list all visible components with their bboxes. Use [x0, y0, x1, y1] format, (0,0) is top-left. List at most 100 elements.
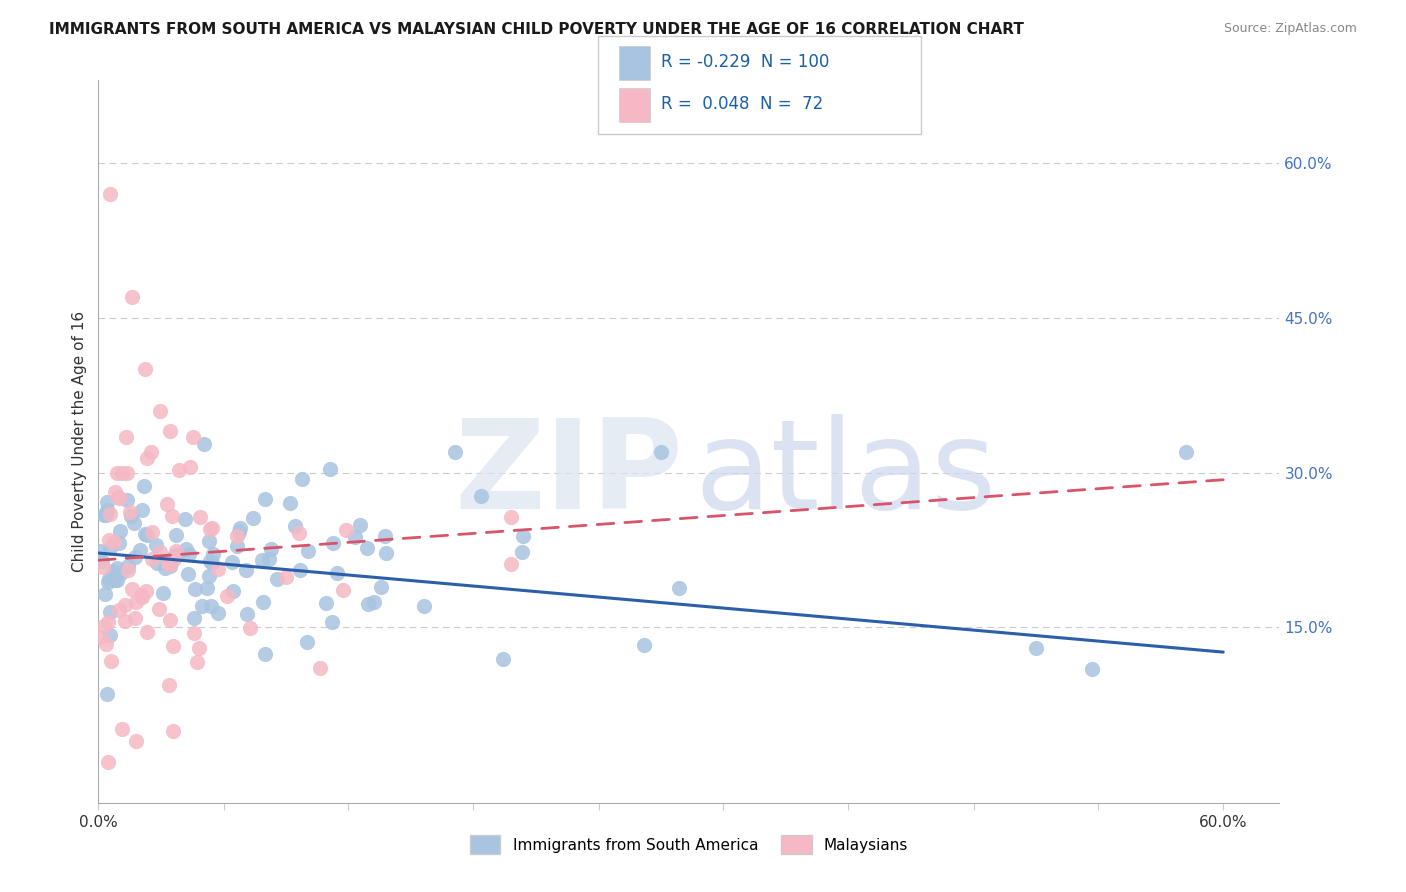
Point: [332, 582, 354, 597]
Point: [122, 516, 145, 530]
Point: [117, 559, 139, 574]
Point: [492, 651, 515, 665]
Point: [131, 588, 153, 602]
Point: [297, 543, 319, 558]
Point: [94, 508, 117, 523]
Point: [162, 640, 184, 654]
Point: [105, 574, 128, 588]
Point: [290, 563, 312, 577]
Point: [132, 479, 155, 493]
Point: [139, 445, 162, 459]
Point: [96, 495, 118, 509]
Point: [149, 403, 172, 417]
Point: [97, 755, 120, 769]
Point: [97, 615, 120, 629]
Point: [443, 445, 465, 459]
Point: [260, 541, 283, 556]
Point: [134, 362, 156, 376]
Point: [131, 503, 153, 517]
Point: [252, 594, 274, 608]
Text: atlas: atlas: [695, 414, 997, 534]
Point: [174, 512, 197, 526]
Point: [207, 607, 229, 621]
Point: [195, 581, 218, 595]
Point: [288, 525, 311, 540]
Point: [91, 560, 114, 574]
Point: [349, 518, 371, 533]
Point: [94, 587, 117, 601]
Point: [136, 450, 159, 465]
Point: [1025, 640, 1047, 655]
Point: [98, 186, 121, 201]
Point: [163, 552, 186, 566]
Point: [215, 589, 238, 603]
Point: [179, 459, 201, 474]
Point: [470, 489, 492, 503]
Y-axis label: Child Poverty Under the Age of 16: Child Poverty Under the Age of 16: [72, 311, 87, 572]
Point: [326, 566, 349, 580]
Point: [136, 625, 159, 640]
Point: [156, 497, 179, 511]
Point: [239, 621, 262, 635]
Point: [135, 583, 157, 598]
Point: [276, 569, 298, 583]
Point: [94, 637, 117, 651]
Point: [101, 564, 124, 578]
Point: [156, 555, 179, 569]
Point: [107, 490, 129, 504]
Point: [111, 723, 134, 737]
Legend: Immigrants from South America, Malaysians: Immigrants from South America, Malaysian…: [464, 830, 914, 860]
Point: [115, 430, 138, 444]
Point: [104, 573, 127, 587]
Point: [120, 505, 142, 519]
Point: [105, 466, 128, 480]
Point: [197, 533, 219, 548]
Point: [200, 599, 222, 613]
Point: [157, 558, 180, 572]
Point: [510, 545, 533, 559]
Point: [141, 552, 163, 566]
Point: [335, 523, 357, 537]
Point: [136, 528, 159, 542]
Point: [228, 524, 250, 539]
Point: [159, 558, 181, 573]
Point: [253, 648, 276, 662]
Point: [176, 566, 198, 581]
Point: [107, 491, 129, 506]
Point: [291, 473, 314, 487]
Text: R =  0.048  N =  72: R = 0.048 N = 72: [661, 95, 823, 113]
Point: [201, 547, 224, 561]
Point: [319, 462, 342, 476]
Point: [91, 553, 114, 567]
Point: [169, 463, 191, 477]
Point: [370, 581, 392, 595]
Point: [165, 544, 187, 558]
Point: [162, 723, 184, 738]
Point: [322, 536, 344, 550]
Point: [177, 547, 200, 561]
Point: [124, 611, 146, 625]
Point: [96, 687, 118, 701]
Point: [152, 586, 174, 600]
Point: [114, 614, 136, 628]
Point: [104, 485, 127, 500]
Point: [117, 492, 139, 507]
Point: [114, 599, 136, 613]
Point: [187, 641, 209, 656]
Point: [321, 615, 343, 629]
Point: [221, 555, 243, 569]
Point: [174, 541, 197, 556]
Point: [98, 541, 121, 555]
Point: [226, 539, 249, 553]
Point: [198, 522, 221, 536]
Point: [98, 628, 121, 642]
Point: [668, 581, 690, 595]
Point: [266, 573, 288, 587]
Point: [163, 549, 186, 564]
Point: [309, 661, 332, 675]
Point: [242, 511, 264, 525]
Point: [98, 533, 121, 547]
Point: [253, 491, 276, 506]
Point: [499, 509, 522, 524]
Point: [111, 466, 134, 480]
